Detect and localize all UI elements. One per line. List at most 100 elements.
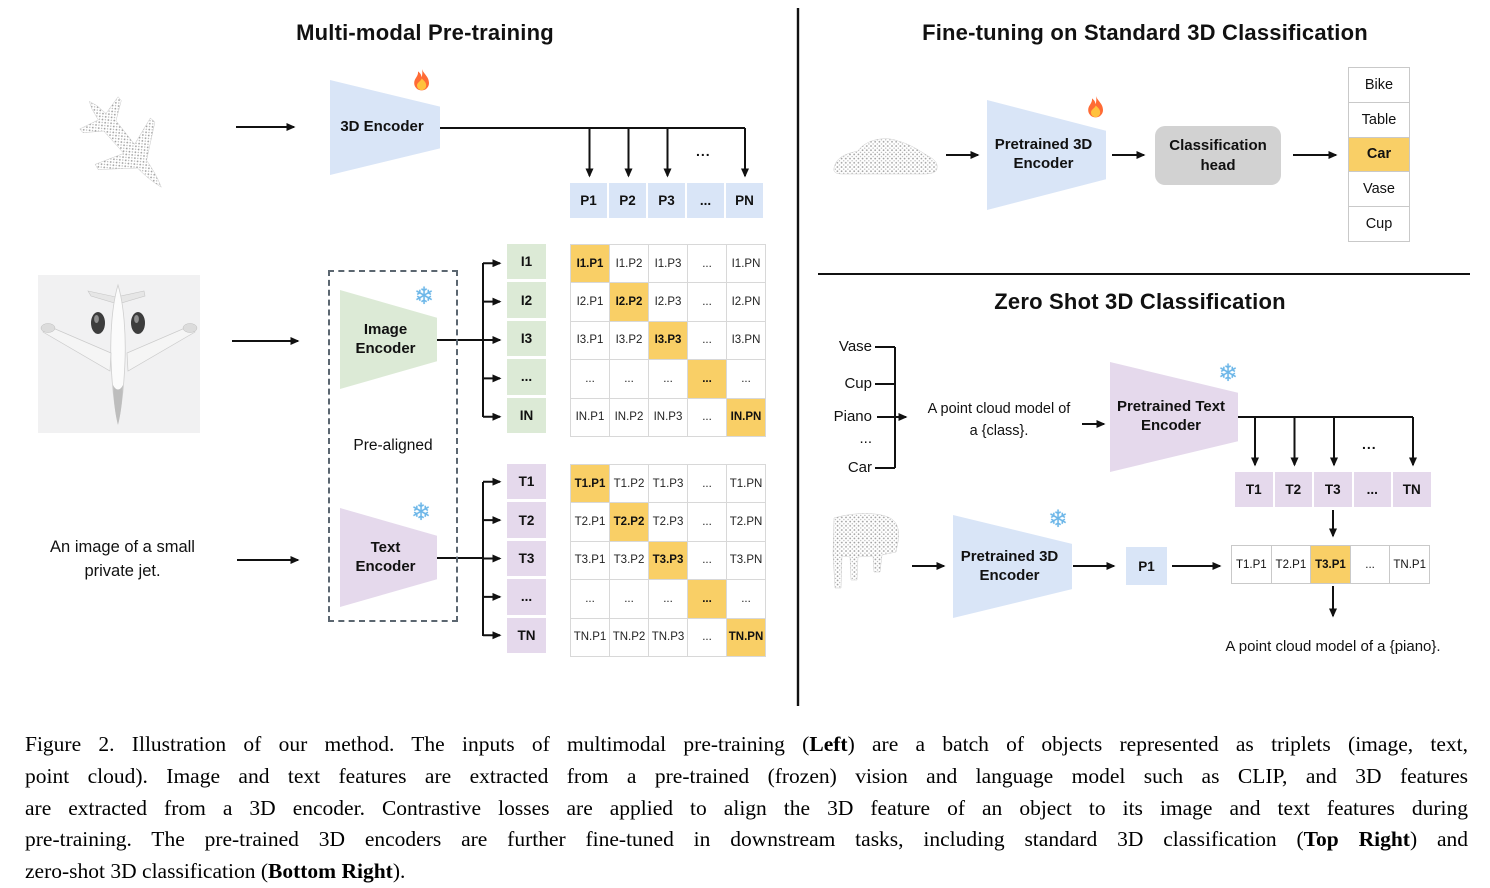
zeroshot-result-text: A point cloud model of a {piano}. — [1225, 638, 1441, 655]
zeroshot-class-label: Vase — [838, 338, 872, 355]
matrix-cell: I2.P2 — [610, 283, 649, 322]
matrix-cell: ... — [688, 283, 727, 322]
matrix-cell: ... — [727, 360, 766, 399]
car-point-cloud — [833, 138, 938, 175]
matrix-cell: I2.P3 — [649, 283, 688, 322]
snowflake-icon: ❄ — [414, 283, 435, 310]
similarity-cell: T2.P1 — [1270, 545, 1312, 584]
classification-head-label: Classification head — [1169, 137, 1267, 174]
encoder-3d-label: 3D Encoder — [340, 118, 424, 136]
similarity-cell: T3.P1 — [1310, 545, 1351, 584]
t-cell: TN — [507, 617, 546, 653]
text-feature-row: T1 T2 T3... TN — [1235, 472, 1431, 507]
matrix-cell: I1.P3 — [649, 245, 688, 284]
t-cell: T1 — [507, 464, 546, 500]
matrix-cell: TN.P3 — [649, 618, 688, 657]
matrix-cell: ... — [610, 360, 649, 399]
matrix-cell: T1.P1 — [571, 465, 610, 504]
text-feature-column: T1 T2 T3... TN — [507, 464, 546, 653]
i-cell: I1 — [507, 244, 546, 280]
caption-line: pre-training. The pre-trained 3D encoder… — [25, 827, 1468, 852]
matrix-cell: I1.PN — [727, 245, 766, 284]
pretrained-3d-encoder-finetune: Pretrained 3D Encoder — [987, 100, 1106, 210]
matrix-cell: IN.P1 — [571, 398, 610, 437]
matrix-cell: ... — [688, 503, 727, 542]
matrix-cell: T1.P3 — [649, 465, 688, 504]
class-cell: Table — [1348, 101, 1410, 138]
similarity-cell: TN.P1 — [1389, 545, 1430, 584]
flame-icon — [1088, 96, 1103, 118]
matrix-cell: I3.P3 — [649, 321, 688, 361]
matrix-cell: T1.PN — [727, 465, 766, 504]
matrix-cell: T3.P3 — [649, 541, 688, 581]
caption-line: zero-shot 3D classification (Bottom Righ… — [25, 859, 406, 884]
text-point-similarity-matrix: T1.P1 T1.P2 T1.P3... T1.PN T2.P1 T2.P2 T2.P3..… — [570, 464, 766, 657]
t-cell: TN — [1393, 472, 1431, 507]
matrix-cell: ... — [688, 321, 727, 361]
p-row-ellipsis: ... — [696, 143, 711, 159]
matrix-cell: ... — [649, 360, 688, 399]
airplane-point-cloud — [79, 96, 162, 188]
matrix-cell: T2.P3 — [649, 503, 688, 542]
matrix-cell: IN.P2 — [610, 398, 649, 437]
snowflake-icon: ❄ — [411, 499, 432, 526]
matrix-cell: I3.PN — [727, 321, 766, 361]
matrix-cell: I2.PN — [727, 283, 766, 322]
finetune-section-title: Fine-tuning on Standard 3D Classificatio… — [922, 20, 1368, 45]
matrix-cell: T3.P1 — [571, 541, 610, 581]
matrix-cell: T3.P2 — [610, 541, 649, 581]
matrix-cell: ... — [727, 580, 766, 619]
class-cell: Car — [1348, 136, 1410, 173]
i-cell: ... — [507, 359, 546, 395]
similarity-cell: T1.P1 — [1231, 545, 1272, 584]
class-cell: Bike — [1348, 67, 1410, 103]
matrix-cell: ... — [649, 580, 688, 619]
pretrained-3d-encoder-label: Pretrained 3D Encoder — [994, 136, 1093, 172]
p-cell: P3 — [648, 183, 685, 218]
matrix-cell: IN.P3 — [649, 398, 688, 437]
matrix-cell: ... — [688, 360, 727, 399]
zeroshot-similarity-row: T1.P1 T2.P1 T3.P1... TN.P1 — [1231, 545, 1430, 584]
matrix-cell: IN.PN — [727, 398, 766, 437]
p-cell: ... — [687, 183, 724, 218]
matrix-cell: ... — [610, 580, 649, 619]
matrix-cell: I2.P1 — [571, 283, 610, 322]
matrix-cell: ... — [688, 618, 727, 657]
matrix-cell: T2.P1 — [571, 503, 610, 542]
matrix-cell: ... — [688, 398, 727, 437]
matrix-cell: I3.P1 — [571, 321, 610, 361]
caption-line: point cloud). Image and text features ar… — [25, 763, 1468, 788]
pre-aligned-box — [328, 270, 458, 622]
class-cell: Cup — [1348, 206, 1410, 242]
snowflake-icon: ❄ — [1048, 506, 1069, 533]
matrix-cell: ... — [688, 541, 727, 581]
pretrained-text-encoder-label: Pretrained Text Encoder — [1116, 398, 1226, 434]
matrix-cell: TN.P2 — [610, 618, 649, 657]
left-section-title: Multi-modal Pre-training — [296, 20, 554, 45]
matrix-cell: ... — [688, 245, 727, 284]
matrix-cell: T2.PN — [727, 503, 766, 542]
caption-line: Figure 2. Illustration of our method. Th… — [25, 732, 1469, 756]
p-cell: P2 — [609, 183, 646, 218]
matrix-cell: ... — [688, 465, 727, 504]
t-cell: T2 — [1274, 472, 1312, 507]
t-cell: T3 — [1314, 472, 1352, 507]
zeroshot-class-label: Car — [847, 459, 872, 476]
zeroshot-class-label: ... — [859, 430, 872, 447]
p-cell: P1 — [570, 183, 607, 218]
classification-head: Classification head — [1155, 126, 1281, 185]
i-cell: I3 — [507, 320, 546, 357]
pre-aligned-label: Pre-aligned — [353, 437, 433, 454]
p-cell: PN — [726, 183, 763, 218]
piano-point-cloud — [832, 513, 899, 589]
flame-icon — [414, 69, 429, 91]
p-feature-row: P1 P2 P3... PN — [570, 183, 763, 218]
figure-caption: Figure 2. Illustration of our method. Th… — [25, 729, 1468, 888]
matrix-cell: I1.P2 — [610, 245, 649, 284]
image-point-similarity-matrix: I1.P1 I1.P2 I1.P3... I1.PN I2.P1 I2.P2 I2.P3..… — [570, 244, 766, 437]
i-cell: I2 — [507, 282, 546, 318]
t-cell: T2 — [507, 502, 546, 538]
pretrained-3d-encoder-label: Pretrained 3D Encoder — [960, 547, 1059, 584]
matrix-cell: ... — [571, 360, 610, 399]
